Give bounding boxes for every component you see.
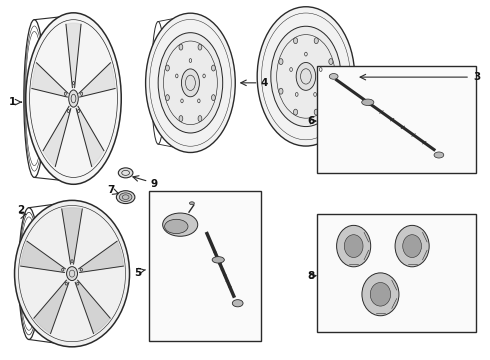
Ellipse shape: [190, 202, 195, 204]
Ellipse shape: [294, 38, 297, 44]
Text: 4: 4: [261, 78, 268, 88]
Polygon shape: [21, 241, 65, 273]
Polygon shape: [32, 63, 68, 97]
Ellipse shape: [198, 116, 202, 122]
Polygon shape: [76, 106, 104, 167]
Polygon shape: [62, 208, 82, 264]
Ellipse shape: [26, 13, 121, 184]
Ellipse shape: [279, 88, 283, 94]
Ellipse shape: [212, 95, 215, 100]
Ellipse shape: [181, 69, 199, 97]
Ellipse shape: [362, 273, 399, 316]
Ellipse shape: [118, 168, 133, 178]
Text: 1: 1: [8, 97, 16, 107]
Ellipse shape: [158, 33, 222, 133]
Polygon shape: [79, 63, 115, 97]
Ellipse shape: [163, 213, 198, 236]
Text: 7: 7: [107, 185, 115, 195]
Text: 5: 5: [134, 268, 142, 278]
Ellipse shape: [116, 191, 135, 203]
Bar: [317, 214, 476, 332]
Bar: [148, 191, 261, 341]
Bar: [317, 66, 476, 173]
Ellipse shape: [212, 257, 224, 263]
Ellipse shape: [166, 65, 170, 71]
Ellipse shape: [179, 44, 183, 50]
Ellipse shape: [403, 235, 421, 257]
Ellipse shape: [232, 300, 243, 307]
Ellipse shape: [329, 59, 333, 64]
Ellipse shape: [337, 225, 371, 267]
Ellipse shape: [119, 193, 132, 202]
Polygon shape: [66, 23, 81, 87]
Ellipse shape: [166, 95, 170, 100]
Ellipse shape: [370, 283, 391, 306]
Ellipse shape: [329, 73, 338, 79]
Text: 2: 2: [17, 205, 24, 215]
Ellipse shape: [257, 7, 355, 146]
Ellipse shape: [198, 44, 202, 50]
Ellipse shape: [179, 116, 183, 122]
Text: 3: 3: [474, 72, 481, 82]
Text: 6: 6: [307, 116, 315, 126]
Ellipse shape: [344, 235, 363, 257]
Ellipse shape: [212, 65, 215, 71]
Polygon shape: [34, 280, 69, 334]
Ellipse shape: [296, 63, 316, 90]
Ellipse shape: [362, 99, 374, 105]
Ellipse shape: [165, 219, 188, 234]
Ellipse shape: [329, 88, 333, 94]
Ellipse shape: [271, 26, 341, 127]
Ellipse shape: [146, 13, 235, 153]
Ellipse shape: [314, 38, 319, 44]
Polygon shape: [79, 241, 123, 273]
Ellipse shape: [67, 267, 77, 280]
Text: 9: 9: [150, 179, 157, 189]
Ellipse shape: [15, 201, 129, 347]
Text: 8: 8: [307, 271, 315, 281]
Ellipse shape: [279, 59, 283, 64]
Polygon shape: [43, 106, 71, 167]
Ellipse shape: [434, 152, 444, 158]
Ellipse shape: [69, 90, 78, 107]
Polygon shape: [75, 280, 110, 334]
Ellipse shape: [294, 109, 297, 115]
Ellipse shape: [314, 109, 319, 115]
Ellipse shape: [395, 225, 429, 267]
